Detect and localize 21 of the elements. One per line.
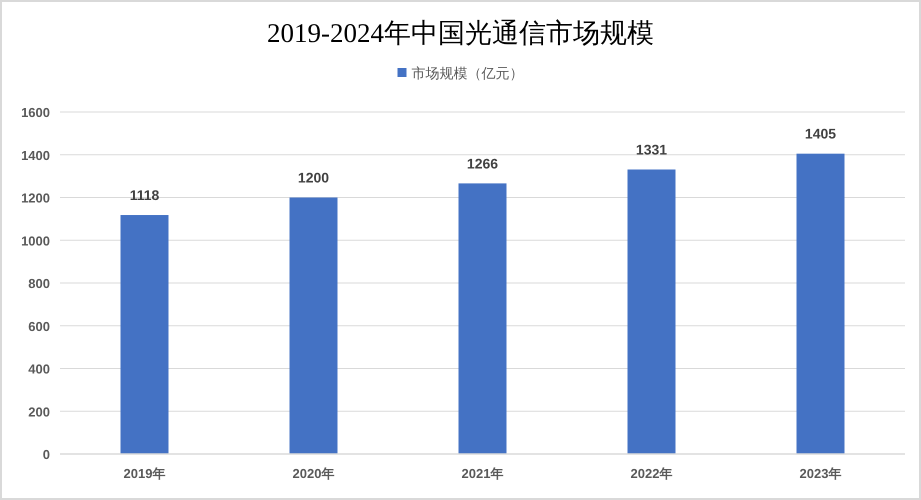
y-tick: 1200	[21, 190, 50, 206]
legend-label: 市场规模（亿元）	[412, 65, 524, 81]
data-label: 1200	[298, 170, 330, 186]
y-tick: 600	[28, 318, 50, 334]
y-tick: 1400	[21, 148, 50, 163]
y-tick: 0	[42, 447, 50, 462]
data-label: 1331	[636, 142, 668, 158]
x-tick: 2022年	[630, 466, 672, 481]
y-tick: 400	[28, 362, 50, 376]
x-tick: 2023年	[800, 466, 842, 481]
x-tick: 2021年	[462, 466, 504, 481]
y-tick: 1600	[21, 105, 50, 120]
data-label: 1405	[804, 126, 836, 142]
x-tick: 2020年	[292, 466, 334, 481]
y-tick: 200	[28, 404, 50, 420]
data-label: 1266	[466, 155, 498, 172]
data-label: 1118	[130, 187, 160, 204]
title: 2019-2024年中国光通信市场规模	[267, 18, 654, 48]
y-tick: 1000	[21, 233, 50, 248]
y-tick: 800	[28, 276, 50, 291]
x-tick: 2019年	[124, 466, 166, 481]
